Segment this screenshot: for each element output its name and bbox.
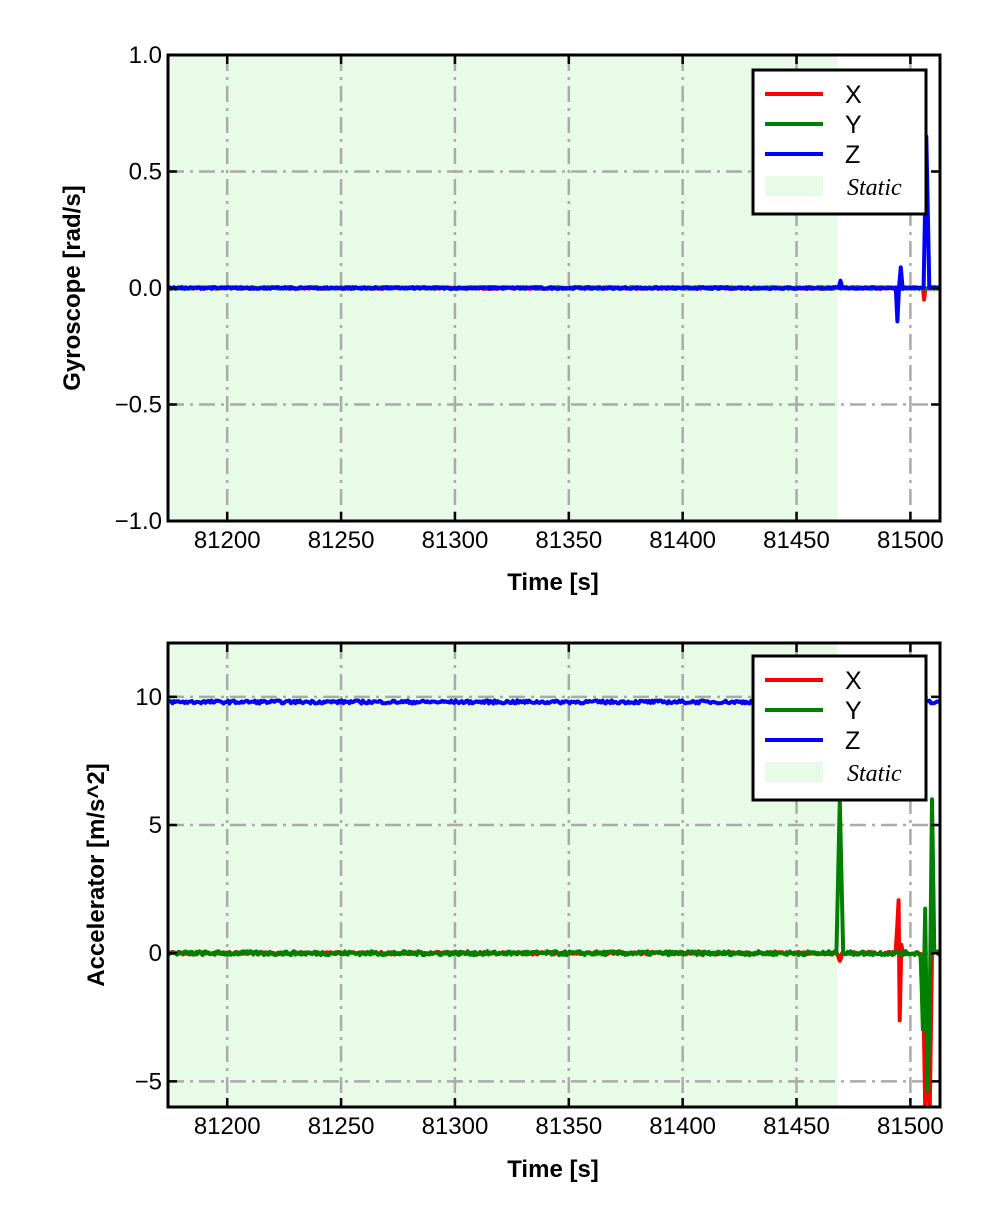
- legend-label-static: Static: [847, 175, 902, 201]
- x-tick-label: 81450: [763, 527, 830, 554]
- series-group: [168, 134, 940, 324]
- legend-label-y: Y: [845, 697, 862, 725]
- legend-label-z: Z: [845, 727, 860, 755]
- subplot-2: 81200 81250 81300 81350 81400 81450 81500 10 5 0 −…: [83, 641, 944, 1183]
- x-tick-label: 81300: [422, 527, 489, 554]
- y-tick-label: −1.0: [115, 508, 162, 535]
- x-tick-label: 81500: [877, 527, 944, 554]
- x-axis-label: Time [s]: [507, 569, 599, 596]
- series-line-z: [168, 134, 940, 324]
- y-tick-label: 0.0: [129, 275, 162, 302]
- legend: XYZ Static: [751, 68, 928, 216]
- x-tick-label: 81350: [535, 1113, 602, 1140]
- y-tick-label: −5: [135, 1068, 162, 1095]
- y-tick-label: 10: [135, 684, 162, 711]
- y-tick-label: 0: [149, 940, 162, 967]
- static-region: [168, 643, 838, 1107]
- legend-label-x: X: [845, 667, 862, 695]
- x-tick-label: 81400: [649, 1113, 716, 1140]
- y-tick-label: −0.5: [115, 392, 162, 419]
- y-tick-label: 5: [149, 812, 162, 839]
- y-tick-label: 0.5: [129, 159, 162, 186]
- y-axis-label: Gyroscope [rad/s]: [59, 185, 86, 390]
- x-tick-label: 81250: [308, 527, 375, 554]
- plot-frame: [166, 641, 942, 1109]
- legend-label-z: Z: [845, 141, 860, 169]
- x-tick-label: 81300: [422, 1113, 489, 1140]
- x-axis-label: Time [s]: [507, 1156, 599, 1183]
- legend-label-y: Y: [845, 111, 862, 139]
- x-tick-label: 81250: [308, 1113, 375, 1140]
- subplot-1: 81200 81250 81300 81350 81400 81450 81500 1.0 0.…: [59, 42, 944, 596]
- y-tick-label: 1.0: [129, 42, 162, 69]
- series-line-y: [168, 797, 940, 1093]
- x-tick-label: 81200: [194, 1113, 261, 1140]
- x-tick-label: 81450: [763, 1113, 830, 1140]
- x-tick-label: 81350: [535, 527, 602, 554]
- y-axis-label: Accelerator [m/s^2]: [83, 763, 110, 986]
- x-tick-label: 81500: [877, 1113, 944, 1140]
- legend-label-x: X: [845, 81, 862, 109]
- x-tick-label: 81400: [649, 527, 716, 554]
- legend-swatch-static: [765, 176, 823, 196]
- legend-label-static: Static: [847, 761, 902, 787]
- legend: XYZ Static: [751, 654, 928, 802]
- x-tick-label: 81200: [194, 527, 261, 554]
- legend-swatch-static: [765, 762, 823, 782]
